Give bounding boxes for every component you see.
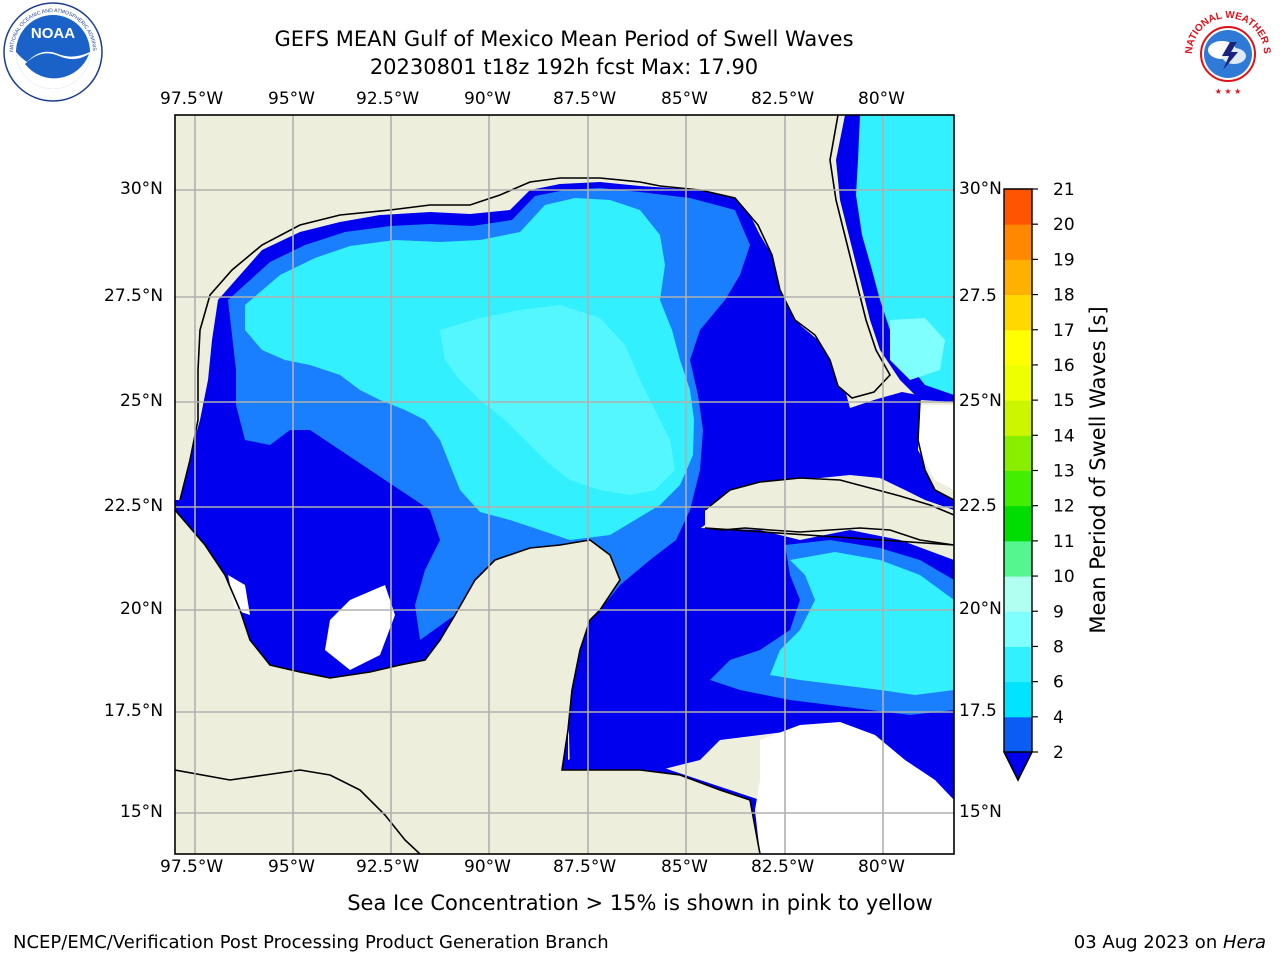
colorbar-tick-label: 18 [1053,286,1075,306]
colorbar-tick-label: 13 [1053,462,1075,482]
colorbar-tick-label: 8 [1053,637,1064,657]
colorbar-segment [1004,505,1032,542]
colorbar-segment [1004,646,1032,683]
noaa-logo: NOAA NATIONAL OCEANIC AND ATMOSPHERIC AD… [1,0,103,102]
lat-label-right: 30°N [959,179,1002,199]
colorbar-segment [1004,259,1032,296]
lon-label-top: 95°W [268,89,315,109]
lat-label-left: 20°N [120,599,163,619]
lon-label-top: 80°W [858,89,905,109]
colorbar-tick-label: 15 [1053,391,1075,411]
nws-logo: NATIONAL WEATHER SERVICE ★ ★ ★ [1174,0,1278,102]
lat-label-left: 17.5°N [104,701,164,721]
nodata-patch-4 [918,405,954,490]
colorbar-tick-label: 21 [1053,180,1075,200]
colorbar-tick-label: 12 [1053,497,1075,517]
colorbar-tick-label: 17 [1053,321,1075,341]
lon-label-top: 92.5°W [356,89,420,109]
footer-date: 03 Aug 2023 on Hera [1074,932,1266,953]
colorbar-tick-label: 4 [1053,708,1064,728]
colorbar-tick-label: 11 [1053,532,1075,552]
cuba-land [705,478,954,545]
colorbar-segment [1004,611,1032,647]
colorbar-segments [1004,189,1032,753]
colorbar-underflow-triangle [1002,751,1034,782]
colorbar-segment [1004,540,1032,577]
lat-label-right: 25°N [959,391,1002,411]
north-america-land [175,115,890,500]
lon-label-bottom: 82.5°W [751,857,815,877]
colorbar-tick-label: 14 [1053,426,1075,446]
sea-ice-note: Sea Ice Concentration > 15% is shown in … [347,891,933,915]
mexico-land [175,510,760,854]
noaa-logo-icon: NOAA NATIONAL OCEANIC AND ATMOSPHERIC AD… [1,0,103,102]
lon-label-top: 82.5°W [751,89,815,109]
colorbar-tick-label: 6 [1053,673,1064,693]
lon-label-top: 97.5°W [160,89,224,109]
colorbar-segment [1004,576,1032,612]
colorbar-label: Mean Period of Swell Waves [s] [1086,306,1110,634]
gulf-field-lightcyan [440,305,675,495]
lon-label-bottom: 92.5°W [356,857,420,877]
lat-label-right: 27.5 [959,286,997,306]
lon-label-bottom: 95°W [268,857,315,877]
colorbar-segment [1004,189,1032,225]
svg-text:NOAA: NOAA [31,25,75,42]
lat-label-left: 30°N [120,179,163,199]
colorbar-tick-label: 16 [1053,356,1075,376]
lon-label-top: 87.5°W [553,89,617,109]
lat-label-right: 22.5 [959,496,997,516]
lon-label-bottom: 97.5°W [160,857,224,877]
footer-date-text: 03 Aug 2023 on [1073,932,1223,953]
colorbar-segment [1004,470,1032,507]
map-frame [174,114,955,855]
colorbar-segment [1004,435,1032,471]
chart-title: GEFS MEAN Gulf of Mexico Mean Period of … [274,27,854,51]
colorbar-segment [1004,294,1032,331]
graticule [175,115,954,854]
colorbar-tick-label: 2 [1053,743,1064,763]
colorbar-tick-label: 19 [1053,250,1075,270]
nodata-patch-1 [325,585,395,670]
colorbar-tick-label: 20 [1053,215,1075,235]
lon-label-top: 85°W [661,89,708,109]
nws-logo-icon: NATIONAL WEATHER SERVICE ★ ★ ★ [1174,0,1276,100]
lat-label-right: 15°N [959,802,1002,822]
lon-label-top: 90°W [464,89,511,109]
colorbar-tick-label: 9 [1053,602,1064,622]
lat-label-left: 15°N [120,802,163,822]
colorbar-ticks: 2 4 6 8 9 10 11 12 13 14 15 16 17 18 19 20 21 [1032,180,1075,763]
svg-text:★ ★ ★: ★ ★ ★ [1215,87,1242,96]
colorbar-tick-label: 10 [1053,567,1075,587]
colorbar-segment [1004,681,1032,718]
chart-subtitle-run: 20230801 t18z 192h fcst Max: 17.90 [369,55,759,79]
colorbar-segment [1004,364,1032,401]
lon-label-bottom: 80°W [858,857,905,877]
nodata-patch-2 [228,575,250,615]
caribbean-field-cyan [770,552,954,695]
atlantic-field-light [890,318,945,380]
lat-label-left: 27.5°N [104,286,164,306]
lat-label-right: 20°N [959,599,1002,619]
lon-label-bottom: 87.5°W [553,857,617,877]
colorbar-segment [1004,224,1032,260]
lon-label-bottom: 85°W [661,857,708,877]
footer-host: Hera [1222,932,1266,953]
footer-credit: NCEP/EMC/Verification Post Processing Pr… [13,932,609,953]
colorbar-segment [1004,329,1032,366]
coastlines [175,115,954,854]
lat-label-left: 25°N [120,391,163,411]
colorbar-segment [1004,716,1032,753]
lat-label-right: 17.5 [959,701,997,721]
nodata-patch-3 [755,722,954,854]
colorbar-segment [1004,400,1032,436]
lat-label-left: 22.5°N [104,496,164,516]
colorbar-outline [1003,188,1033,782]
lon-label-bottom: 90°W [464,857,511,877]
